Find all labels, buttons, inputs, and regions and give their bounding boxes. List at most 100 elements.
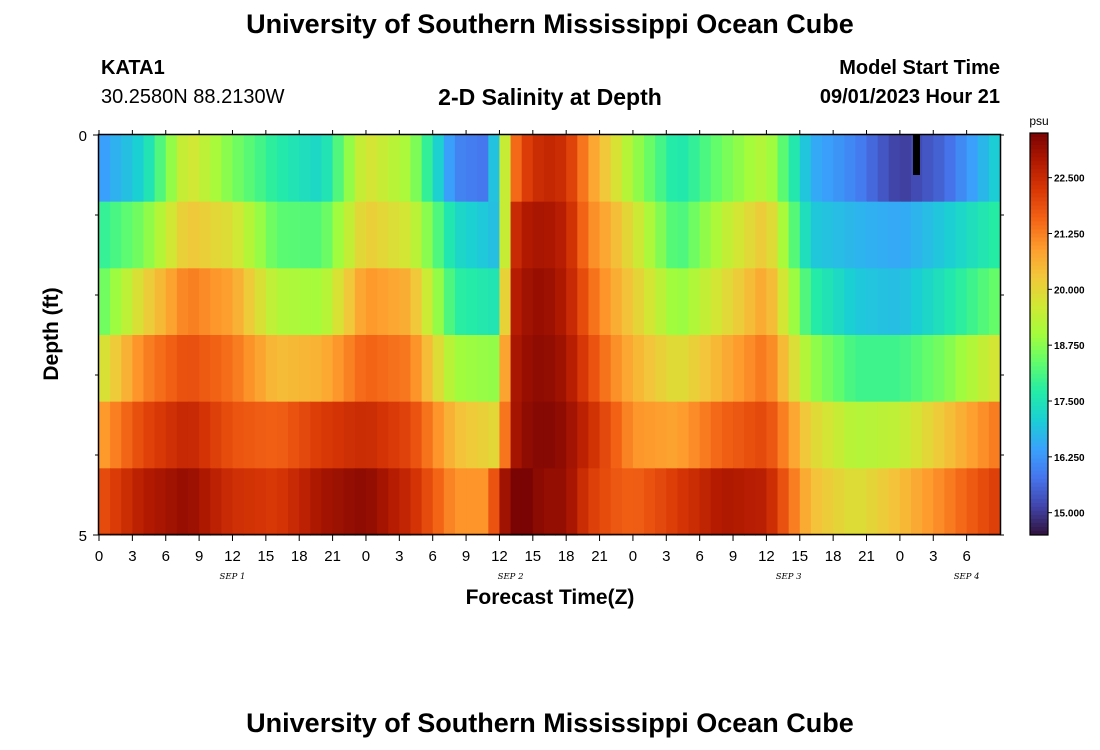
colorbar-segment	[1030, 233, 1048, 239]
heatmap-cell	[532, 468, 545, 536]
heatmap-cell	[199, 135, 211, 203]
colorbar-segment	[1030, 494, 1048, 500]
heatmap-cell	[488, 135, 501, 203]
heatmap-cell	[121, 401, 133, 469]
colorbar-segment	[1030, 382, 1048, 387]
heatmap-cell	[521, 135, 534, 203]
heatmap-cell	[499, 468, 512, 536]
heatmap-cell	[377, 201, 389, 269]
heatmap-cell	[110, 401, 122, 469]
heatmap-cell	[699, 335, 712, 403]
heatmap-cell	[443, 201, 456, 269]
heatmap-cell	[966, 268, 979, 336]
heatmap-cell	[110, 201, 122, 269]
heatmap-cell	[410, 335, 423, 403]
heatmap-cell	[454, 335, 467, 403]
heatmap-cell	[154, 268, 167, 336]
y-axis-label: Depth (ft)	[40, 287, 63, 380]
heatmap-cell	[966, 335, 979, 403]
colorbar-segment	[1030, 145, 1048, 150]
heatmap-cell	[577, 135, 590, 203]
heatmap-cell	[744, 401, 756, 469]
heatmap-cell	[988, 335, 1001, 403]
heatmap-cell	[577, 468, 590, 536]
heatmap-cell	[132, 201, 145, 269]
heatmap-cell	[288, 135, 300, 203]
colorbar-tick-label: 15.000	[1054, 509, 1085, 520]
colorbar-segment	[1030, 237, 1048, 243]
heatmap-cell	[99, 135, 111, 203]
x-tick-label: 0	[95, 548, 103, 565]
colorbar-segment	[1030, 462, 1048, 468]
heatmap-cell	[955, 268, 968, 336]
heatmap-cell	[677, 335, 690, 403]
heatmap-cell	[632, 401, 645, 469]
x-tick-label: 3	[929, 548, 937, 565]
heatmap-cell	[666, 201, 679, 269]
x-tick-label: 0	[362, 548, 370, 565]
heatmap-cell	[710, 135, 723, 203]
heatmap-cell	[744, 201, 756, 269]
colorbar-segment	[1030, 173, 1048, 178]
heatmap-cell	[688, 201, 701, 269]
heatmap-cell	[855, 201, 868, 269]
heatmap-cell	[365, 335, 378, 403]
heatmap-cell	[632, 335, 645, 403]
heatmap-cell	[377, 335, 389, 403]
heatmap-cell	[933, 135, 945, 203]
colorbar-segment	[1030, 153, 1048, 158]
colorbar-segment	[1030, 354, 1048, 359]
x-tick-label: 12	[758, 548, 775, 565]
colorbar-segment	[1030, 438, 1048, 444]
heatmap-cell	[899, 201, 912, 269]
heatmap-cell	[799, 335, 812, 403]
heatmap-cell	[399, 401, 412, 469]
colorbar-segment	[1030, 261, 1048, 267]
heatmap-cell	[699, 135, 712, 203]
colorbar-segment	[1030, 133, 1048, 138]
heatmap-cell	[899, 268, 912, 336]
colorbar-segment	[1030, 506, 1048, 512]
heatmap-cell	[721, 268, 734, 336]
heatmap-cell	[644, 468, 656, 536]
heatmap-cell	[343, 335, 356, 403]
heatmap-cell	[121, 268, 133, 336]
colorbar-segment	[1030, 241, 1048, 247]
heatmap-cell	[121, 201, 133, 269]
colorbar-segment	[1030, 257, 1048, 263]
heatmap-cell	[332, 135, 345, 203]
heatmap-cell	[543, 135, 556, 203]
heatmap-cell	[799, 268, 812, 336]
heatmap-cell	[899, 135, 912, 203]
colorbar-segment	[1030, 334, 1048, 339]
heatmap-cell	[777, 468, 790, 536]
heatmap-cell	[443, 468, 456, 536]
heatmap-cell	[755, 201, 767, 269]
heatmap-cell	[922, 135, 934, 203]
heatmap-cell	[744, 335, 756, 403]
heatmap-cell	[265, 135, 278, 203]
heatmap-cell	[599, 135, 612, 203]
colorbar-segment	[1030, 293, 1048, 299]
heatmap-cell	[187, 335, 200, 403]
heatmap-cell	[721, 401, 734, 469]
heatmap-cell	[933, 268, 945, 336]
heatmap-cell	[454, 268, 467, 336]
colorbar-segment	[1030, 205, 1048, 210]
colorbar-segment	[1030, 309, 1048, 315]
heatmap-cell	[299, 135, 311, 203]
heatmap-cell	[955, 335, 968, 403]
heatmap-cell	[944, 468, 957, 536]
heatmap-cell	[454, 135, 467, 203]
heatmap-cell	[288, 335, 300, 403]
heatmap-cell	[432, 135, 445, 203]
heatmap-cell	[911, 201, 923, 269]
heatmap-cell	[143, 401, 156, 469]
heatmap-cell	[833, 135, 845, 203]
x-tick-label: 6	[162, 548, 170, 565]
heatmap-cell	[655, 135, 667, 203]
heatmap-cell	[766, 268, 779, 336]
heatmap-cell	[922, 268, 934, 336]
heatmap-cell	[510, 268, 523, 336]
heatmap-cell	[644, 135, 656, 203]
